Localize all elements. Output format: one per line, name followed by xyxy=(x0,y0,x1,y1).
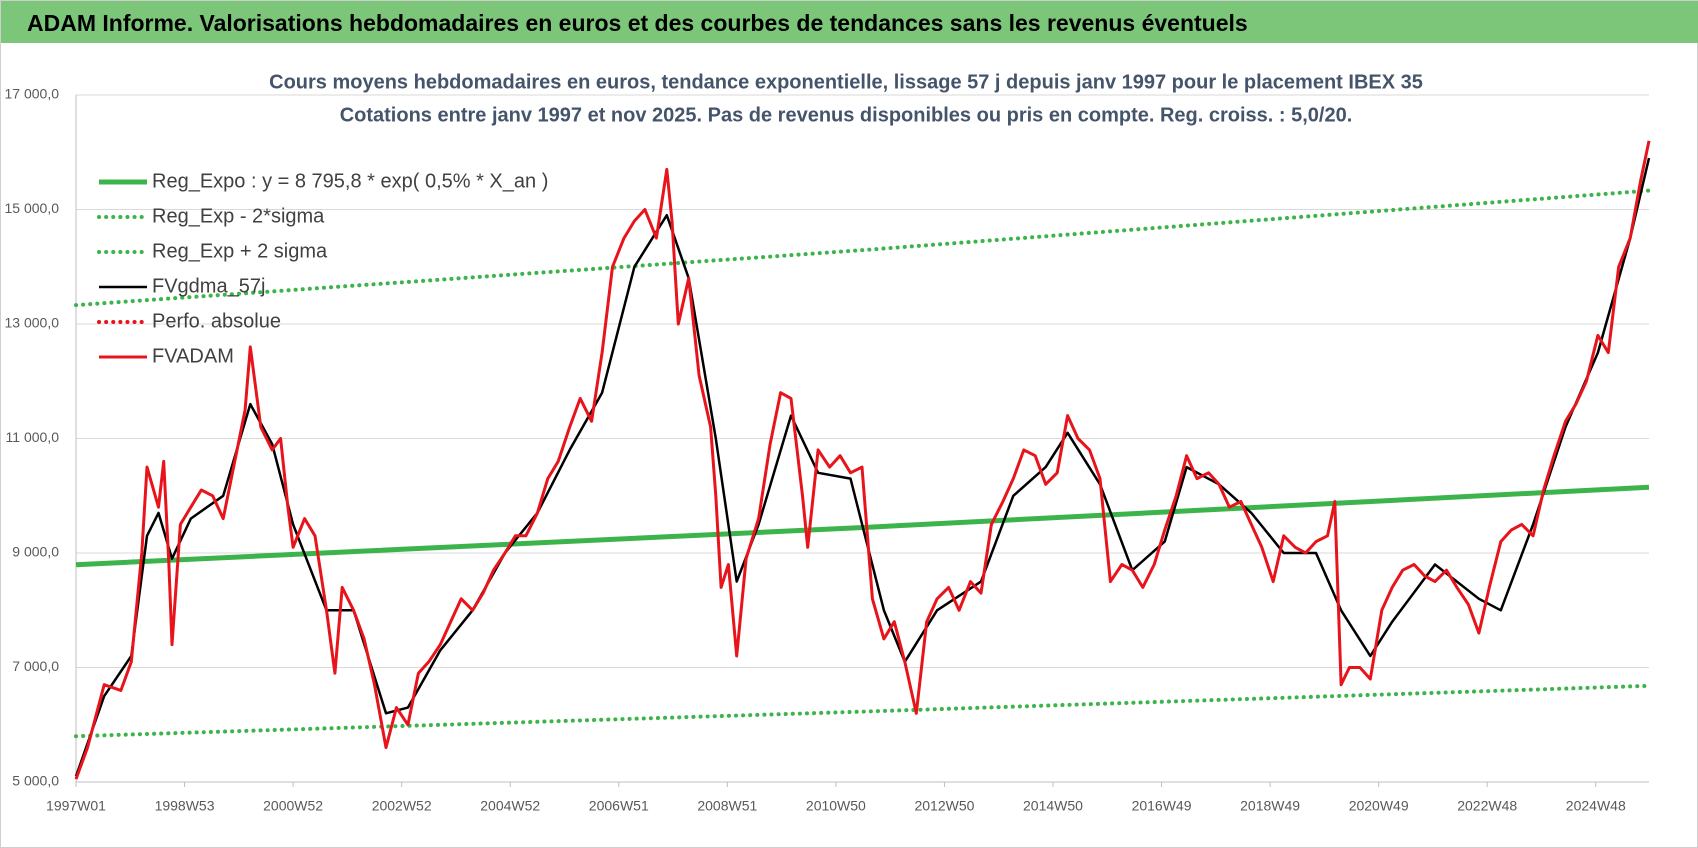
y-tick-label: 11 000,0 xyxy=(6,429,60,445)
series-line xyxy=(74,140,1651,780)
series-line xyxy=(74,157,1651,777)
x-tick-label: 2014W50 xyxy=(1023,798,1083,814)
x-tick-label: 2010W50 xyxy=(806,798,866,814)
subtitle: Cours moyens hebdomadaires en euros, ten… xyxy=(269,71,1423,93)
x-tick-label: 1998W53 xyxy=(155,798,215,814)
x-tick-label: 2018W49 xyxy=(1240,798,1300,814)
banner-title: ADAM Informe. Valorisations hebdomadaire… xyxy=(1,1,1698,43)
x-tick-label: 1997W01 xyxy=(46,798,106,814)
chart: Cours moyens hebdomadaires en euros, ten… xyxy=(5,71,1651,814)
x-tick-label: 2008W51 xyxy=(697,798,757,814)
legend-label: Perfo. absolue xyxy=(152,310,281,332)
legend-label: Reg_Exp + 2 sigma xyxy=(152,240,328,262)
x-tick-label: 2000W52 xyxy=(263,798,323,814)
x-tick-label: 2004W52 xyxy=(480,798,540,814)
x-tick-label: 2024W48 xyxy=(1566,798,1626,814)
x-tick-label: 2012W50 xyxy=(914,798,974,814)
x-tick-label: 2002W52 xyxy=(372,798,432,814)
legend-label: Reg_Exp - 2*sigma xyxy=(152,205,325,227)
y-tick-label: 5 000,0 xyxy=(12,773,59,789)
y-tick-label: 15 000,0 xyxy=(5,200,60,216)
y-tick-label: 13 000,0 xyxy=(5,315,60,331)
legend-label: Reg_Expo : y = 8 795,8 * exp( 0,5% * X_a… xyxy=(152,170,548,192)
x-tick-label: 2016W49 xyxy=(1132,798,1192,814)
legend-label: FVADAM xyxy=(152,345,234,367)
series-line xyxy=(74,188,1651,308)
x-tick-label: 2006W51 xyxy=(589,798,649,814)
legend-label: FVgdma_57j xyxy=(152,275,265,297)
x-tick-label: 2020W49 xyxy=(1349,798,1409,814)
y-tick-label: 9 000,0 xyxy=(12,544,59,560)
y-tick-label: 17 000,0 xyxy=(5,86,60,102)
x-tick-label: 2022W48 xyxy=(1457,798,1517,814)
series-line xyxy=(74,683,1651,739)
subtitle: Cotations entre janv 1997 et nov 2025. P… xyxy=(340,104,1353,126)
y-tick-label: 7 000,0 xyxy=(12,658,59,674)
